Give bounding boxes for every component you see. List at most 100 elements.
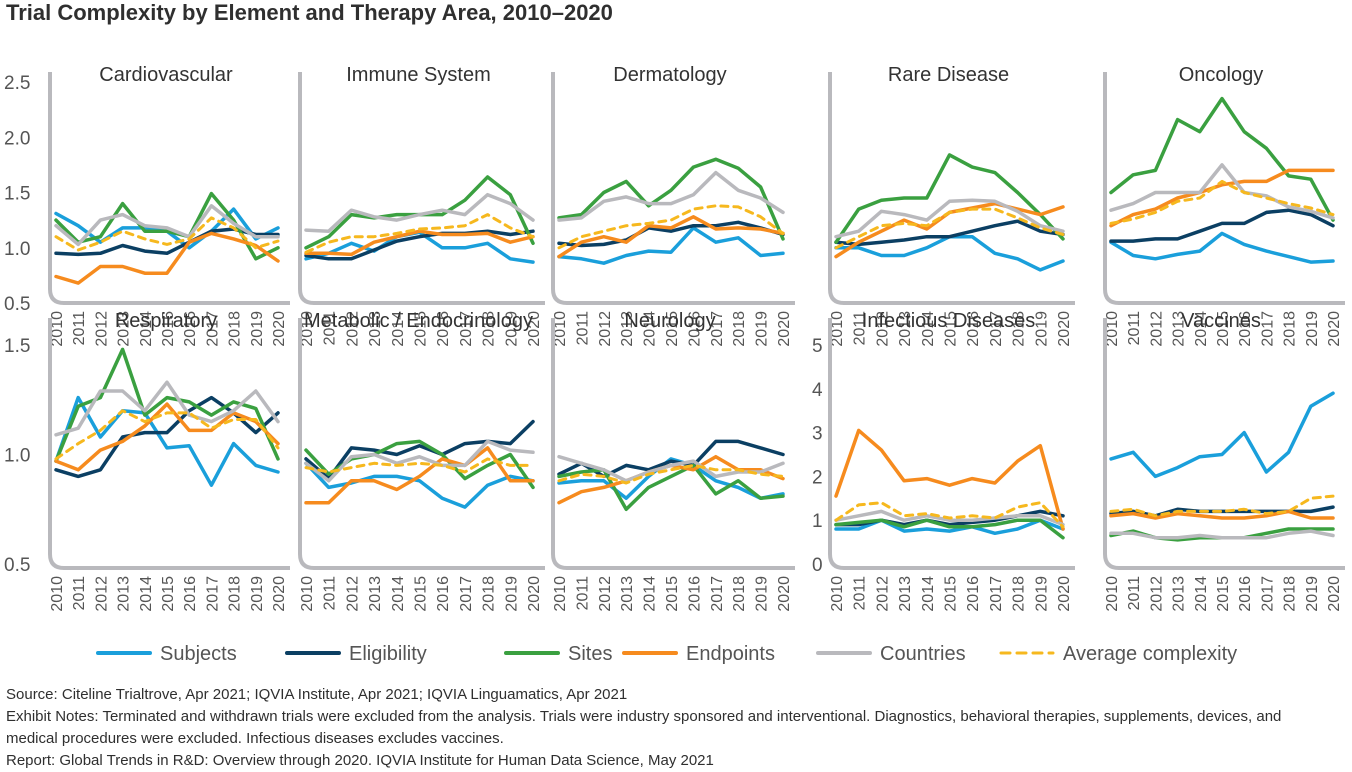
y-tick-top-1: 2.0 [4,128,30,149]
y-tick-bottom-right-0: 5 [812,336,823,357]
series-line-7-sites [557,463,785,512]
x-tick-0-2: 2012 [93,311,110,347]
panel-title-4: Oncology [1179,64,1264,86]
chart-panels: 2.5 2.0 1.5 1.0 0.5 1.5 1.0 0.5 5 4 3 2 1 0 Cardiovasc… [4,64,1345,665]
series-line-4-subjects [1109,231,1335,264]
x-tick-6-8: 2018 [481,576,498,612]
legend-label-2: Sites [568,643,612,665]
y-tick-bottom-right-2: 3 [812,424,823,445]
x-tick-5-4: 2014 [138,576,155,612]
x-tick-8-8: 2018 [1011,576,1028,612]
series-line-4-countries [1109,163,1335,220]
y-tick-bottom-right-1: 4 [812,380,823,401]
x-tick-1-5: 2015 [413,311,430,347]
series-line-0-endpoints [54,231,280,285]
series-line-4-average-complexity [1109,179,1335,225]
series-line-5-endpoints [54,402,280,472]
x-tick-5-1: 2011 [71,576,88,611]
y-tick-top-4: 0.5 [4,294,30,315]
x-tick-1-7: 2017 [458,311,475,347]
series-line-9-endpoints [1109,509,1335,520]
series-line-1-average-complexity [304,213,535,254]
x-tick-8-5: 2015 [943,576,960,612]
series-line-3-sites [834,153,1065,244]
chart-notes: Source: Citeline Trialtrove, Apr 2021; I… [6,684,1336,772]
panel-frame-4 [1103,72,1345,305]
x-tick-8-3: 2013 [897,576,914,612]
source-note: Source: Citeline Trialtrove, Apr 2021; I… [6,686,628,703]
x-tick-9-5: 2015 [1215,576,1232,612]
x-tick-3-5: 2015 [943,311,960,347]
x-tick-8-2: 2012 [874,576,891,612]
series-line-7-average-complexity [557,463,785,485]
y-tick-top-2: 1.5 [4,184,30,205]
x-tick-5-2: 2012 [93,576,110,612]
x-tick-2-8: 2018 [731,311,748,347]
x-tick-8-7: 2017 [988,576,1005,612]
x-tick-9-7: 2017 [1259,576,1276,612]
x-tick-0-4: 2014 [138,311,155,347]
x-tick-9-4: 2014 [1193,576,1210,612]
x-tick-1-2: 2012 [344,311,361,347]
x-tick-3-9: 2019 [1033,311,1050,347]
x-tick-4-2: 2012 [1148,311,1165,347]
x-tick-0-8: 2018 [227,311,244,347]
x-tick-7-5: 2015 [664,576,681,612]
x-tick-8-0: 2010 [829,576,846,612]
x-tick-0-6: 2016 [182,311,199,347]
x-tick-7-9: 2019 [754,576,771,612]
x-tick-3-4: 2014 [920,311,937,347]
panel-title-9: Vaccines [1181,310,1261,332]
x-tick-0-0: 2010 [49,311,66,347]
panel-frame-1 [298,72,545,305]
x-tick-4-8: 2018 [1282,311,1299,347]
series-line-9-subjects [1109,391,1335,479]
series-line-5-average-complexity [54,409,280,461]
x-tick-3-0: 2010 [829,311,846,347]
x-tick-1-9: 2019 [503,311,520,347]
x-tick-6-0: 2010 [299,576,316,612]
x-tick-0-7: 2017 [204,311,221,347]
legend-label-5: Average complexity [1063,643,1237,665]
series-line-4-eligibility [1109,208,1335,243]
x-tick-0-9: 2019 [249,311,266,347]
panel-frame-9 [1103,318,1345,570]
x-tick-0-5: 2015 [160,311,177,347]
x-tick-5-7: 2017 [204,576,221,612]
exhibit-note: Exhibit Notes: Terminated and withdrawn … [6,708,1282,747]
x-tick-6-7: 2017 [458,576,475,612]
y-tick-bottom-right-3: 2 [812,467,823,488]
x-tick-8-4: 2014 [920,576,937,612]
x-tick-6-1: 2011 [322,576,339,611]
x-tick-6-5: 2015 [413,576,430,612]
series-line-2-average-complexity [557,204,785,250]
x-tick-8-10: 2020 [1056,576,1073,612]
x-tick-8-1: 2011 [852,576,869,611]
x-tick-0-3: 2013 [116,311,133,347]
panel-title-3: Rare Disease [888,64,1009,86]
x-tick-5-6: 2016 [182,576,199,612]
x-tick-5-9: 2019 [249,576,266,612]
x-tick-9-0: 2010 [1104,576,1121,612]
panel-title-8: Infectious Diseases [862,310,1035,332]
panel-frame-6 [298,318,545,570]
series-line-6-average-complexity [304,457,535,474]
series-line-8-average-complexity [834,501,1065,529]
series-line-5-countries [54,380,280,437]
series-line-6-eligibility [304,419,535,481]
x-tick-2-1: 2011 [574,311,591,346]
x-tick-6-10: 2020 [526,576,543,612]
x-tick-6-3: 2013 [367,576,384,612]
x-tick-2-7: 2017 [709,311,726,347]
y-tick-top-3: 1.0 [4,239,30,260]
x-tick-5-3: 2013 [116,576,133,612]
x-tick-7-0: 2010 [552,576,569,612]
legend-label-0: Subjects [160,643,237,665]
x-tick-2-10: 2020 [776,311,793,347]
series-line-3-eligibility [834,219,1065,247]
series-line-8-sites [834,518,1065,540]
x-tick-3-1: 2011 [852,311,869,346]
panel-frame-8 [828,318,1075,570]
series-line-2-subjects [557,226,785,265]
y-tick-bottom-left-2: 0.5 [4,555,30,576]
